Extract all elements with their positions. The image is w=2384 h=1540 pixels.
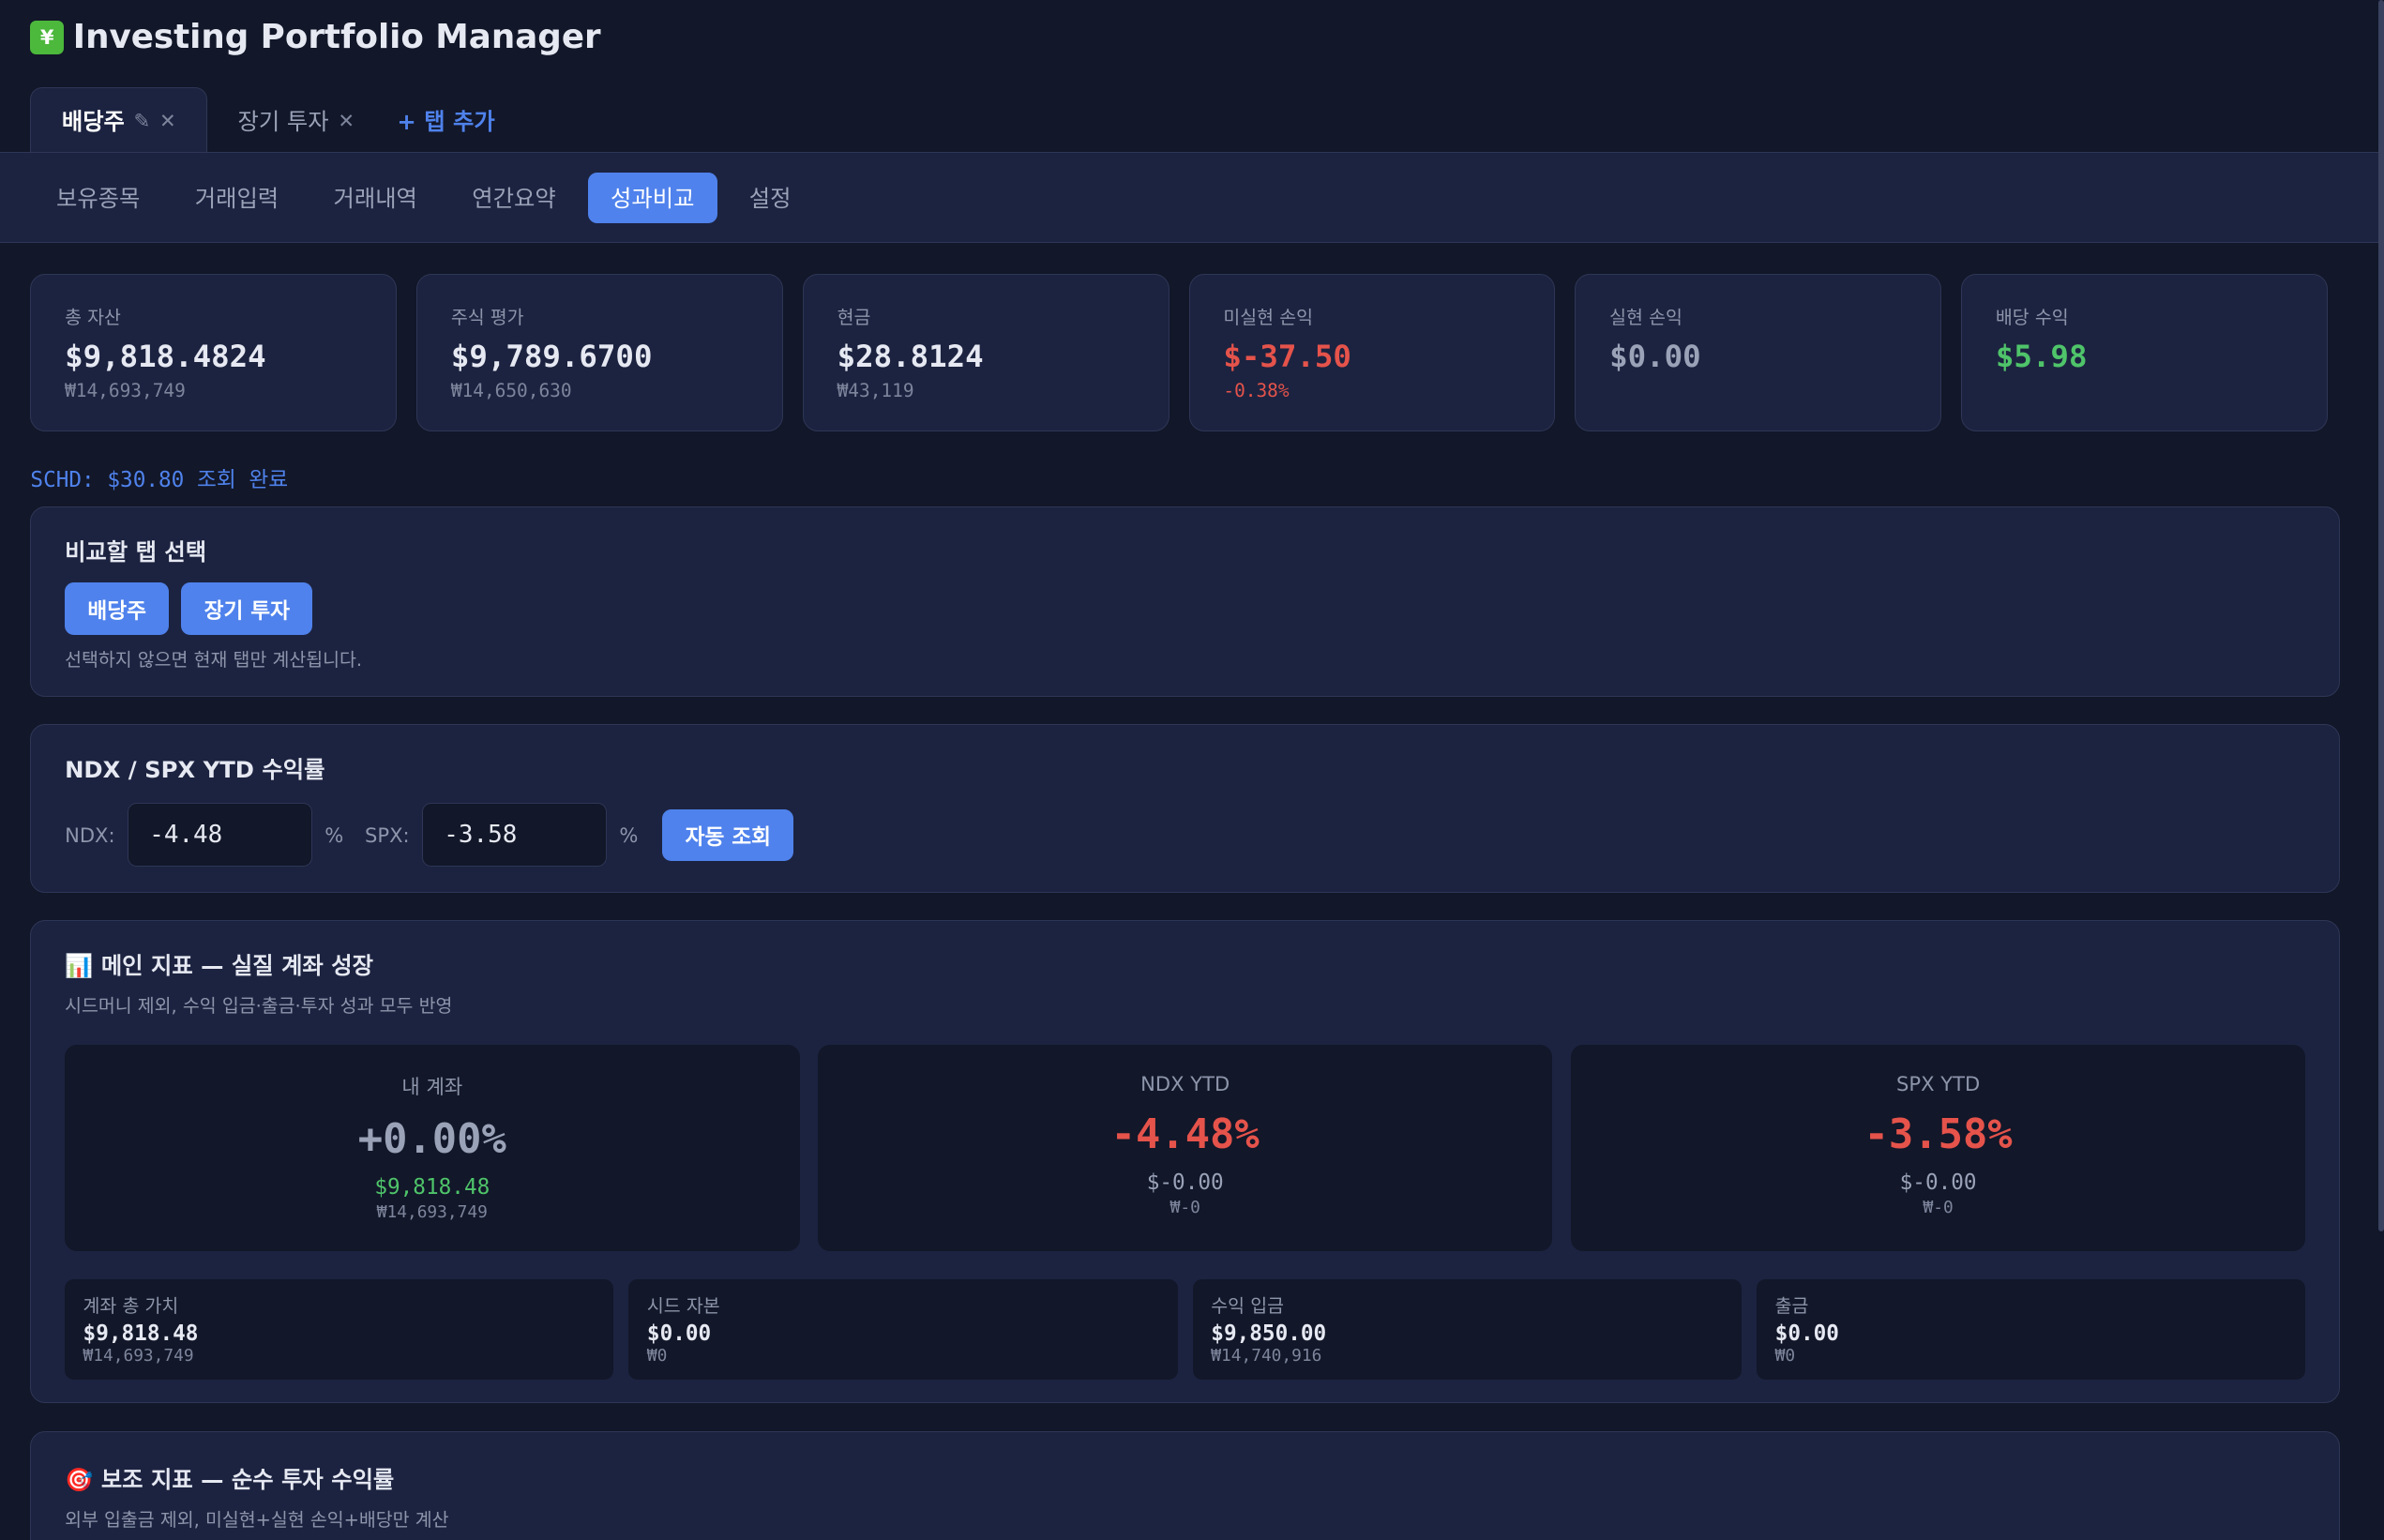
ndx-label: NDX: [65, 823, 115, 847]
auto-fetch-button[interactable]: 자동 조회 [662, 808, 794, 862]
main-metrics-panel: 📊 메인 지표 — 실질 계좌 성장 시드머니 제외, 수익 입금·출금·투자 … [30, 919, 2341, 1404]
withdrawal: 출금 $0.00 ₩0 [1757, 1278, 2306, 1380]
metric-usd: $-0.00 [1146, 1170, 1224, 1196]
edit-icon[interactable]: ✎ [133, 109, 151, 133]
card-realized: 실현 손익 $0.00 [1575, 273, 1942, 432]
card-value: $9,789.6700 [450, 338, 653, 374]
card-stock-value: 주식 평가 $9,789.6700 ₩14,650,630 [416, 273, 783, 432]
card-total-assets: 총 자산 $9,818.4824 ₩14,693,749 [30, 273, 398, 432]
income-deposit: 수익 입금 $9,850.00 ₩14,740,916 [1192, 1278, 1742, 1380]
panel-title: 메인 지표 — 실질 계좌 성장 [100, 951, 373, 979]
target-icon: 🎯 [65, 1465, 94, 1493]
spx-ytd-card: SPX YTD -3.58% $-0.00 ₩-0 [1570, 1044, 2306, 1252]
percent-label: % [619, 823, 639, 847]
ndx-ytd-card: NDX YTD -4.48% $-0.00 ₩-0 [817, 1044, 1553, 1252]
card-label: 실현 손익 [1609, 306, 1682, 328]
metric-pct: -4.48% [1110, 1110, 1260, 1159]
status-message: SCHD: $30.80 조회 완료 [30, 467, 289, 492]
stat-usd: $9,850.00 [1211, 1321, 1327, 1346]
metric-pct: +0.00% [357, 1115, 506, 1164]
spx-label: SPX: [365, 823, 410, 847]
compare-panel: 비교할 탭 선택 배당주 장기 투자 선택하지 않으면 현재 탭만 계산됩니다. [30, 506, 2341, 697]
percent-label: % [324, 823, 344, 847]
stat-label: 출금 [1774, 1295, 1809, 1318]
card-value: $0.00 [1609, 338, 1701, 374]
stat-label: 시드 자본 [646, 1295, 720, 1318]
close-icon[interactable]: ✕ [338, 109, 355, 133]
card-sub: ₩43,119 [837, 380, 914, 402]
card-label: 주식 평가 [450, 306, 524, 328]
compare-long-term-button[interactable]: 장기 투자 [181, 582, 313, 635]
metric-label: NDX YTD [1140, 1072, 1230, 1096]
nav-performance[interactable]: 성과비교 [587, 172, 717, 223]
sub-navigation: 보유종목 거래입력 거래내역 연간요약 성과비교 설정 [0, 152, 2378, 244]
compare-hint: 선택하지 않으면 현재 탭만 계산됩니다. [65, 648, 363, 671]
add-tab-button[interactable]: + 탭 추가 [397, 108, 495, 136]
card-unrealized: 미실현 손익 $-37.50 -0.38% [1188, 273, 1556, 432]
app-title: ¥ Investing Portfolio Manager [30, 18, 601, 57]
stat-usd: $9,818.48 [83, 1321, 199, 1346]
metric-usd: $9,818.48 [374, 1175, 490, 1200]
metric-label: 내 계좌 [401, 1075, 463, 1099]
card-sub: ₩14,693,749 [65, 380, 186, 402]
metric-krw: ₩-0 [1923, 1198, 1954, 1218]
my-account-card: 내 계좌 +0.00% $9,818.48 ₩14,693,749 [65, 1044, 800, 1252]
stat-krw: ₩0 [646, 1345, 668, 1366]
secondary-metrics-panel: 🎯 보조 지표 — 순수 투자 수익률 외부 입출금 제외, 미실현+실현 손익… [30, 1430, 2341, 1540]
scrollbar[interactable] [2377, 0, 2384, 1232]
card-dividend: 배당 수익 $5.98 [1961, 273, 2328, 432]
stat-krw: ₩14,693,749 [83, 1345, 194, 1366]
ytd-panel: NDX / SPX YTD 수익률 NDX: % SPX: % 자동 조회 [30, 723, 2341, 893]
summary-cards: 총 자산 $9,818.4824 ₩14,693,749 주식 평가 $9,789.6… [30, 273, 2328, 432]
nav-trade-input[interactable]: 거래입력 [194, 185, 279, 213]
stat-usd: $0.00 [1774, 1321, 1839, 1346]
spx-input[interactable] [421, 803, 608, 868]
panel-title: 비교할 탭 선택 [65, 538, 207, 566]
panel-title: NDX / SPX YTD 수익률 [65, 755, 325, 783]
panel-desc: 외부 입출금 제외, 미실현+실현 손익+배당만 계산 [65, 1508, 449, 1531]
metric-label: SPX YTD [1896, 1072, 1981, 1096]
close-icon[interactable]: ✕ [159, 109, 176, 133]
metric-krw: ₩14,693,749 [376, 1202, 488, 1223]
panel-desc: 시드머니 제외, 수익 입금·출금·투자 성과 모두 반영 [65, 994, 453, 1017]
metric-usd: $-0.00 [1899, 1170, 1977, 1196]
card-label: 배당 수익 [1995, 306, 2069, 328]
portfolio-tabs: 배당주 ✎ ✕ 장기 투자 ✕ + 탭 추가 [30, 87, 506, 154]
stat-krw: ₩14,740,916 [1211, 1345, 1322, 1366]
card-value: $28.8124 [837, 338, 984, 374]
nav-trade-history[interactable]: 거래내역 [333, 185, 417, 213]
card-cash: 현금 $28.8124 ₩43,119 [802, 273, 1169, 432]
chart-yen-icon: ¥ [30, 21, 65, 54]
tab-label: 배당주 [61, 108, 125, 136]
ndx-input[interactable] [127, 803, 313, 868]
tab-dividend[interactable]: 배당주 ✎ ✕ [30, 87, 208, 154]
card-value: $9,818.4824 [65, 338, 266, 374]
metric-krw: ₩-0 [1169, 1198, 1200, 1218]
card-value: $5.98 [1995, 338, 2088, 374]
account-total-value: 계좌 총 가치 $9,818.48 ₩14,693,749 [65, 1278, 614, 1380]
card-label: 미실현 손익 [1223, 306, 1313, 328]
seed-capital: 시드 자본 $0.00 ₩0 [628, 1278, 1178, 1380]
app-title-text: Investing Portfolio Manager [72, 18, 601, 57]
panel-title: 보조 지표 — 순수 투자 수익률 [100, 1465, 395, 1493]
stat-usd: $0.00 [646, 1321, 712, 1346]
tab-label: 장기 투자 [237, 108, 329, 136]
card-value: $-37.50 [1223, 338, 1351, 374]
compare-dividend-button[interactable]: 배당주 [65, 582, 170, 635]
card-label: 총 자산 [65, 306, 121, 328]
tab-long-term[interactable]: 장기 투자 ✕ [207, 88, 385, 154]
stat-label: 계좌 총 가치 [83, 1295, 179, 1318]
nav-holdings[interactable]: 보유종목 [55, 185, 141, 213]
card-label: 현금 [837, 306, 871, 328]
bar-chart-icon: 📊 [65, 951, 94, 979]
card-sub: -0.38% [1223, 380, 1290, 402]
metric-pct: -3.58% [1863, 1110, 2013, 1159]
nav-settings[interactable]: 설정 [748, 185, 792, 213]
stat-krw: ₩0 [1774, 1345, 1796, 1366]
nav-annual-summary[interactable]: 연간요약 [472, 185, 556, 213]
stat-label: 수익 입금 [1211, 1295, 1284, 1318]
card-sub: ₩14,650,630 [450, 380, 572, 402]
